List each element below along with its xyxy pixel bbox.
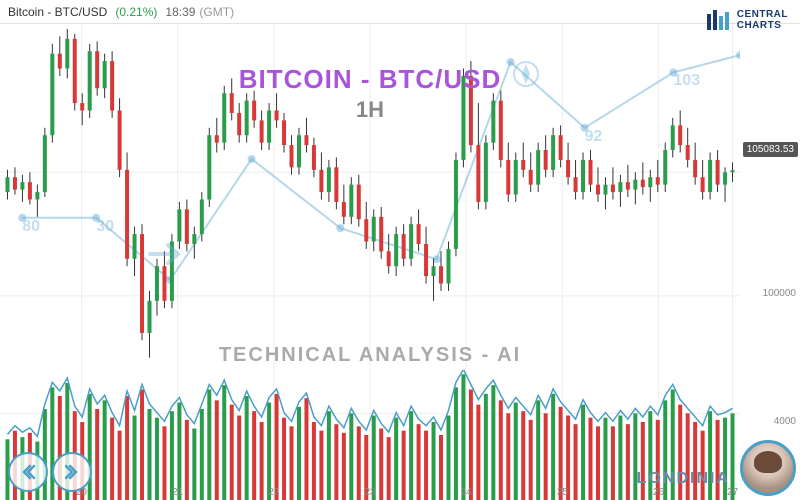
x-tick: 23 [364,487,375,498]
nav-buttons [8,452,92,492]
x-tick: 22 [268,487,279,498]
y-axis: 105083.53 100000 4000 [740,24,800,500]
chart-header: Bitcoin - BTC/USD (0.21%) 18:39 (GMT) [0,0,800,24]
current-price-label: 105083.53 [743,142,798,157]
watermark-number: 30 [96,218,114,236]
header-time: 18:39 [165,5,195,19]
logo-icon [703,6,731,34]
arrow-right-icon [148,239,188,269]
nav-prev-button[interactable] [8,452,48,492]
nav-next-button[interactable] [52,452,92,492]
arrow-left-icon [18,462,38,482]
chart-timeframe: 1H [239,97,502,123]
arrow-right-icon [62,462,82,482]
logo-text: CENTRAL CHARTS [737,9,788,31]
x-axis: 2021222324252627 [0,482,740,500]
x-tick: 25 [557,487,568,498]
chart-area: BITCOIN - BTC/USD 1H TECHNICAL ANALYSIS … [0,24,800,500]
volume-chart[interactable] [0,370,740,500]
londinia-brand[interactable]: LONDINIA [637,470,730,488]
x-tick: 27 [727,487,738,498]
brand-logo[interactable]: CENTRAL CHARTS [703,6,788,34]
watermark-number: 103 [673,72,700,90]
y-tick-4000: 4000 [774,416,796,427]
header-title: Bitcoin - BTC/USD [8,5,107,19]
chart-title-main: BITCOIN - BTC/USD [239,64,502,95]
price-chart[interactable]: BITCOIN - BTC/USD 1H TECHNICAL ANALYSIS … [0,24,740,370]
header-change: (0.21%) [115,5,157,19]
x-tick: 21 [172,487,183,498]
header-timezone: (GMT) [199,5,234,19]
x-tick: 24 [461,487,472,498]
avatar-icon[interactable] [740,440,796,496]
y-tick-100000: 100000 [763,288,796,299]
watermark-number: 92 [585,128,603,146]
technical-analysis-label: TECHNICAL ANALYSIS - AI [219,344,521,367]
compass-icon [511,59,541,89]
x-tick: 26 [653,487,664,498]
watermark-number: 80 [22,218,40,236]
chart-title: BITCOIN - BTC/USD 1H [239,64,502,123]
